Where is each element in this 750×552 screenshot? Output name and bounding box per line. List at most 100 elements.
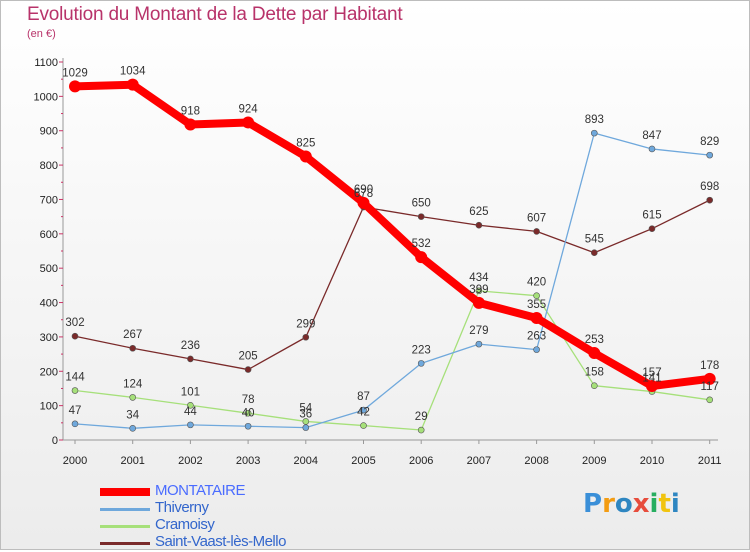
data-label: 420 xyxy=(527,277,546,289)
data-point xyxy=(360,406,367,414)
y-tick-label: 500 xyxy=(40,263,58,275)
y-unit-label: (en €) xyxy=(27,28,56,40)
data-label: 924 xyxy=(239,103,259,115)
x-tick-label: 2010 xyxy=(640,455,664,467)
y-tick-label: 200 xyxy=(40,366,58,378)
data-point xyxy=(244,409,252,417)
data-label: 434 xyxy=(469,272,489,284)
data-label: 829 xyxy=(700,136,719,148)
y-tick-label: 100 xyxy=(40,401,58,413)
data-label: 615 xyxy=(642,210,661,222)
x-tick-label: 2011 xyxy=(698,455,722,467)
data-label: 101 xyxy=(181,386,200,398)
data-label: 144 xyxy=(65,372,85,384)
data-point xyxy=(417,360,425,367)
data-point xyxy=(71,420,79,428)
data-label: 34 xyxy=(126,409,139,421)
data-label: 1034 xyxy=(120,66,146,78)
data-label: 678 xyxy=(354,188,373,200)
x-tick-label: 2008 xyxy=(524,455,548,467)
data-label: 253 xyxy=(585,334,604,346)
data-point xyxy=(530,312,543,325)
data-point xyxy=(588,347,601,360)
data-point xyxy=(360,422,367,429)
data-point xyxy=(475,340,483,348)
data-label: 124 xyxy=(123,378,143,390)
data-point xyxy=(299,150,312,163)
data-point xyxy=(244,422,252,430)
data-point xyxy=(417,426,425,434)
data-point xyxy=(187,401,194,409)
y-tick-label: 900 xyxy=(40,126,58,138)
x-tick-label: 2006 xyxy=(409,455,433,467)
data-label: 78 xyxy=(242,394,255,406)
y-tick-label: 0 xyxy=(52,435,58,447)
data-label: 918 xyxy=(181,106,200,118)
data-label: 117 xyxy=(701,381,719,393)
data-label: 141 xyxy=(642,373,661,385)
data-point xyxy=(475,221,483,229)
data-point xyxy=(244,366,252,373)
y-tick-label: 300 xyxy=(40,332,58,344)
data-point xyxy=(126,78,139,91)
data-point xyxy=(69,80,81,93)
x-tick-label: 2004 xyxy=(294,455,318,467)
data-label: 87 xyxy=(357,391,370,403)
x-tick-label: 2001 xyxy=(120,455,144,467)
data-label: 302 xyxy=(65,317,84,329)
data-label: 1029 xyxy=(62,67,88,79)
data-point xyxy=(187,421,194,429)
data-point xyxy=(71,332,79,340)
x-tick-label: 2007 xyxy=(467,455,491,467)
data-label: 650 xyxy=(412,198,431,210)
data-point xyxy=(415,251,428,264)
chart-title: Evolution du Montant de la Dette par Hab… xyxy=(27,4,403,25)
y-tick-label: 400 xyxy=(40,298,58,310)
data-point xyxy=(706,151,714,159)
data-label: 279 xyxy=(469,325,488,337)
data-point xyxy=(706,196,714,204)
data-label: 355 xyxy=(527,299,546,311)
data-point xyxy=(646,380,658,393)
legend-label: MONTATAIRE xyxy=(155,482,246,499)
data-label: 54 xyxy=(299,402,312,414)
series-line-1 xyxy=(74,132,711,429)
data-point xyxy=(129,344,136,352)
data-label: 205 xyxy=(239,351,258,363)
data-point xyxy=(475,287,483,295)
data-label: 44 xyxy=(184,406,197,418)
data-label: 690 xyxy=(354,184,373,196)
proxiti-logo: Proxiti xyxy=(583,489,680,519)
data-point xyxy=(590,382,598,390)
data-label: 399 xyxy=(469,284,488,296)
data-point xyxy=(703,372,716,385)
data-point xyxy=(590,129,598,137)
data-point xyxy=(472,296,485,309)
legend-swatch xyxy=(100,525,150,528)
legend-label: Saint-Vaast-lès-Mello xyxy=(155,533,286,550)
y-tick-label: 1100 xyxy=(34,57,58,69)
data-point xyxy=(184,118,197,131)
data-label: 29 xyxy=(415,411,428,423)
data-label: 625 xyxy=(469,206,488,218)
y-tick-label: 1000 xyxy=(34,91,58,103)
data-label: 42 xyxy=(357,407,370,419)
data-label: 36 xyxy=(299,409,312,421)
x-tick-label: 2009 xyxy=(582,455,606,467)
data-label: 157 xyxy=(642,367,661,379)
y-tick-label: 600 xyxy=(40,229,58,241)
data-label: 825 xyxy=(296,138,315,150)
legend-swatch xyxy=(100,488,150,496)
data-label: 532 xyxy=(412,238,431,250)
data-point xyxy=(648,225,656,232)
data-label: 40 xyxy=(242,407,255,419)
data-label: 847 xyxy=(642,130,661,142)
data-point xyxy=(357,196,370,209)
data-label: 607 xyxy=(527,212,546,224)
data-point xyxy=(129,425,136,432)
y-tick-label: 700 xyxy=(40,194,58,206)
data-label: 178 xyxy=(700,360,719,372)
data-label: 698 xyxy=(700,181,719,193)
series-line-2 xyxy=(74,290,711,431)
x-tick-label: 2000 xyxy=(63,455,87,467)
